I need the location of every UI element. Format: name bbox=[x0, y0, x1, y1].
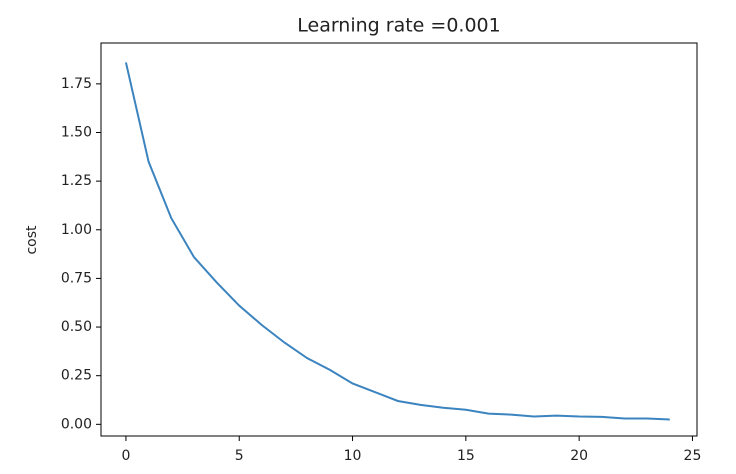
y-axis-label: cost bbox=[24, 225, 40, 255]
plot-frame bbox=[100, 42, 698, 437]
line bbox=[124, 62, 670, 421]
y-tick-label: 1.25 bbox=[61, 173, 92, 189]
x-tick-label: 5 bbox=[235, 448, 244, 464]
x-tick-label: 25 bbox=[684, 448, 702, 464]
y-tick-label: 0.00 bbox=[61, 416, 92, 432]
y-tick-label: 1.00 bbox=[61, 222, 92, 238]
y-tick-label: 0.75 bbox=[61, 270, 92, 286]
y-tick-label: 1.50 bbox=[61, 124, 92, 140]
y-tick-label: 0.50 bbox=[61, 319, 92, 335]
y-tick-label: 1.75 bbox=[61, 76, 92, 92]
x-tick-label: 0 bbox=[121, 448, 130, 464]
x-tick-label: 10 bbox=[344, 448, 362, 464]
chart-title: Learning rate =0.001 bbox=[297, 15, 500, 37]
x-tick-label: 15 bbox=[457, 448, 475, 464]
x-tick-label: 20 bbox=[570, 448, 588, 464]
y-tick-label: 0.25 bbox=[61, 368, 92, 384]
